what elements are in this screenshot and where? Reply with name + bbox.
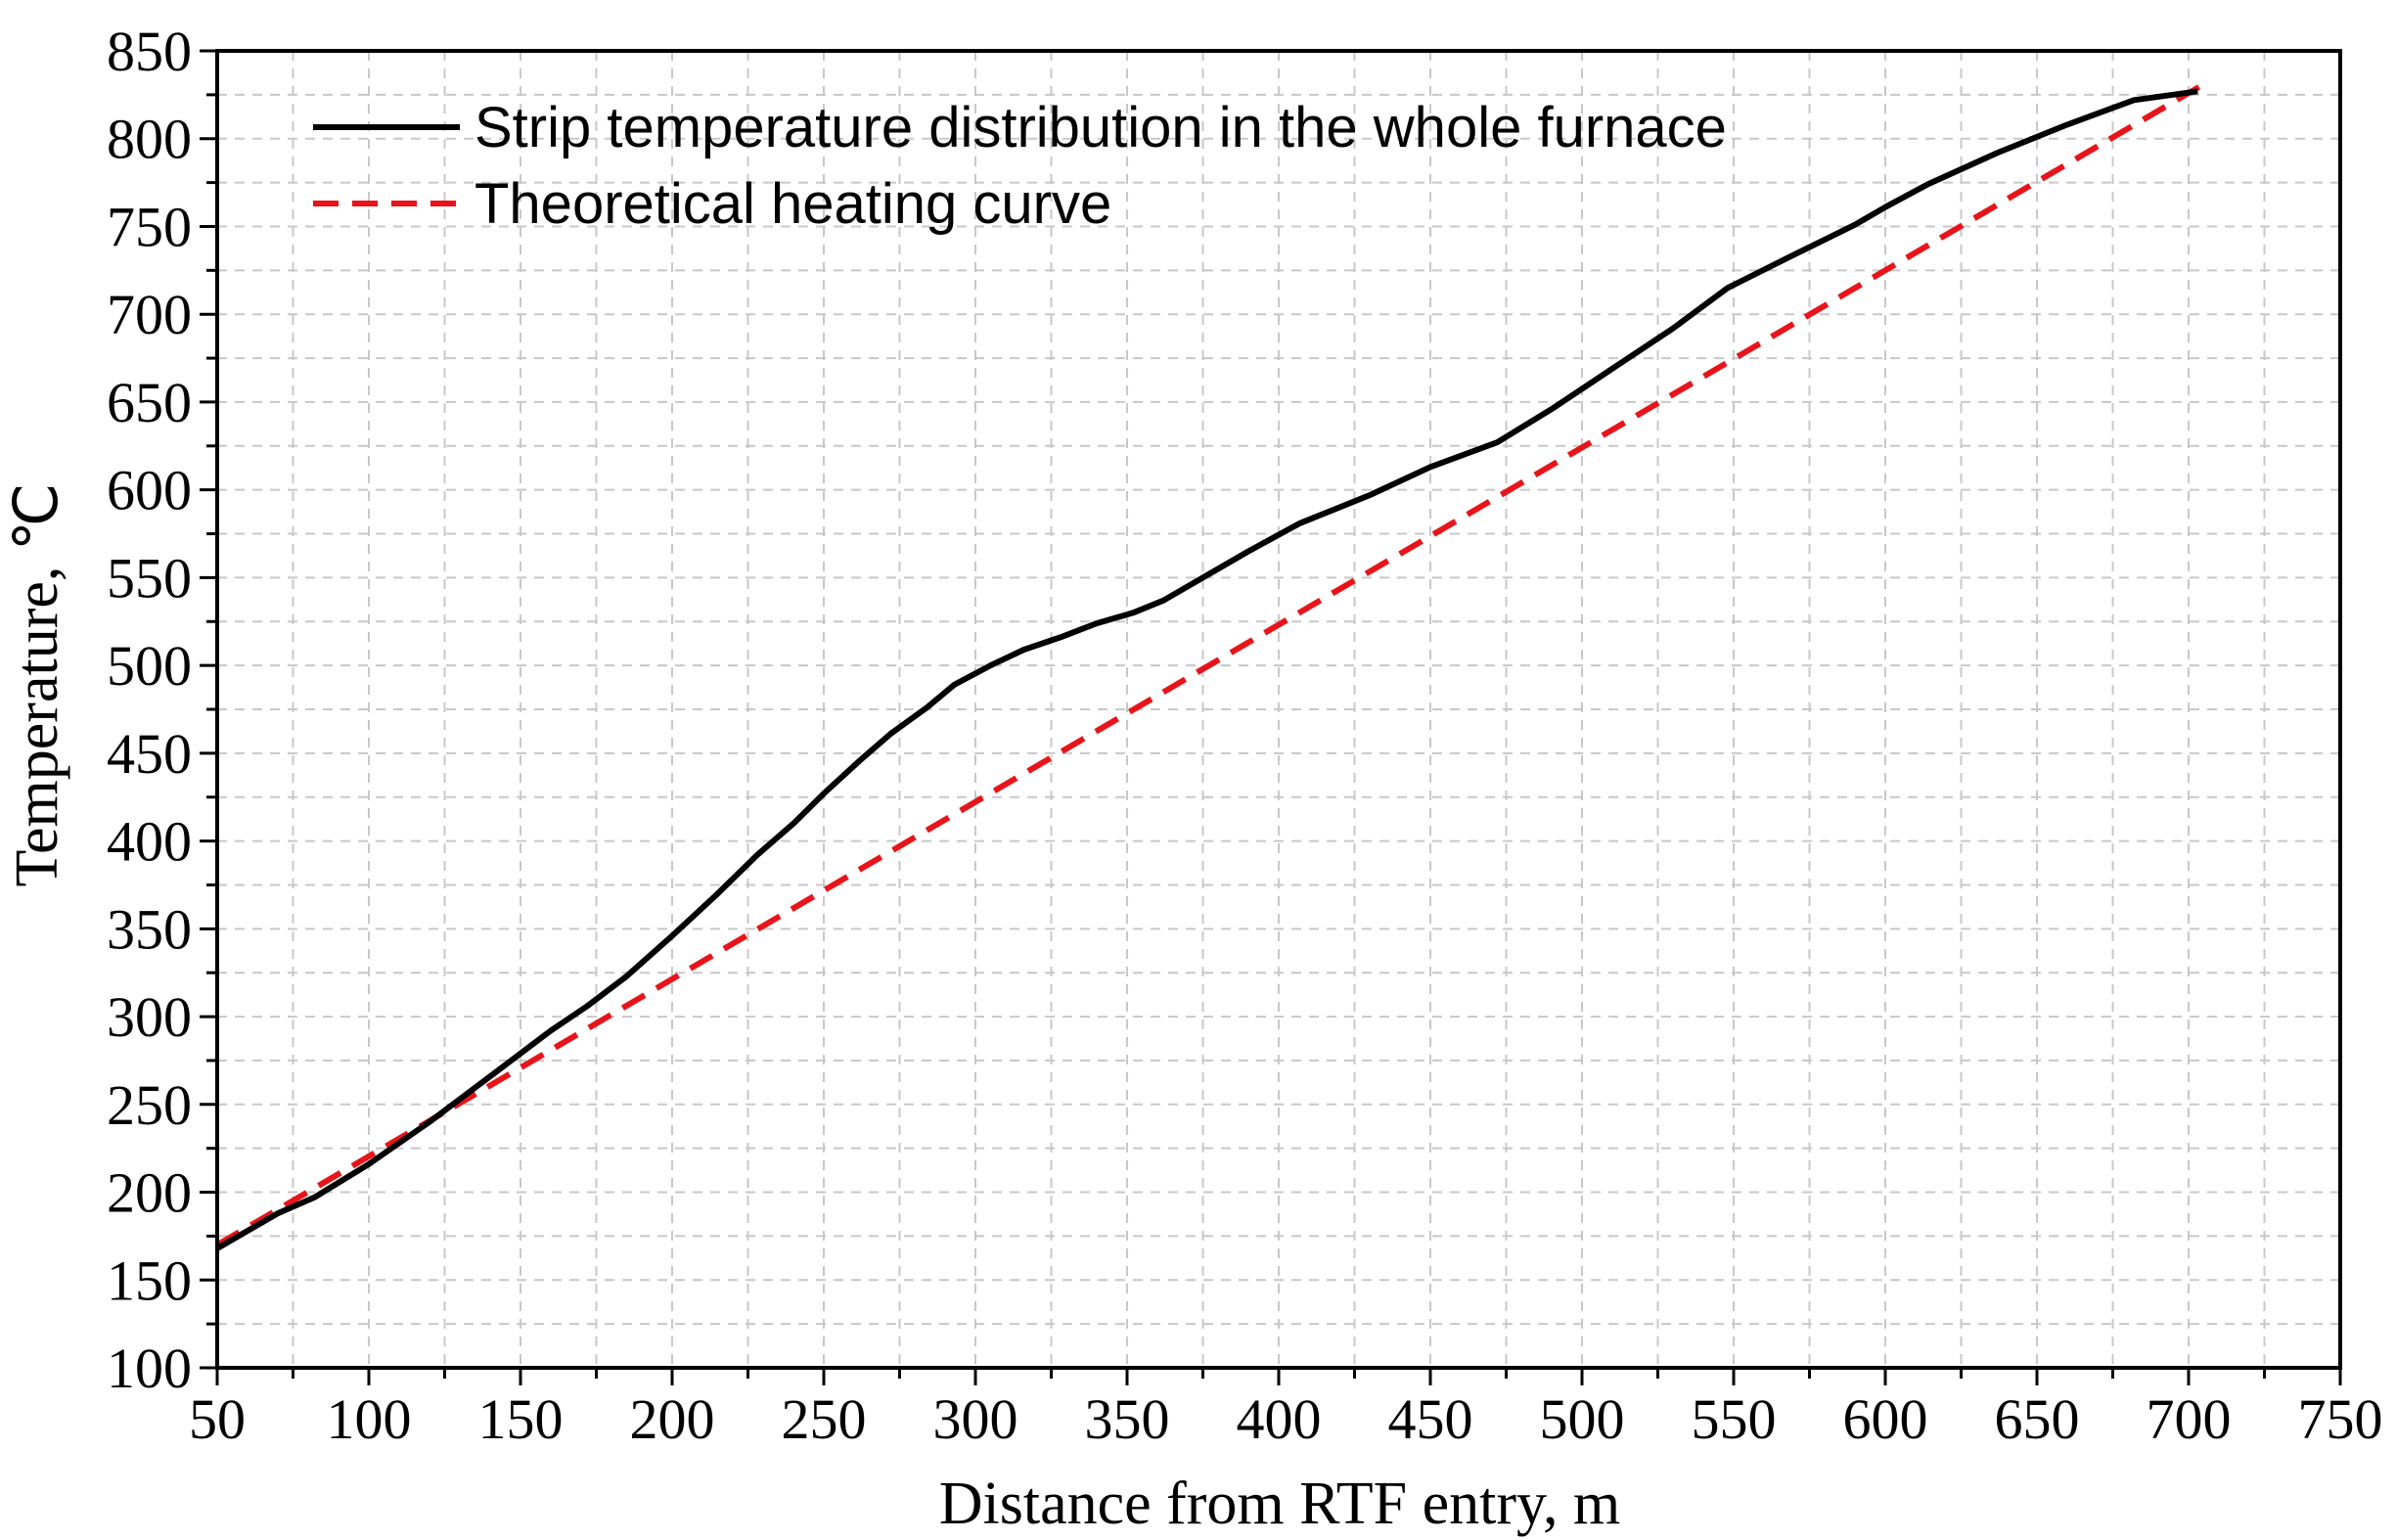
x-tick-label: 650 <box>1995 1387 2080 1451</box>
y-tick-label: 300 <box>107 985 192 1049</box>
y-tick-label: 550 <box>107 546 192 610</box>
y-tick-label: 500 <box>107 634 192 698</box>
legend-label-strip-temperature: Strip temperature distribution in the wh… <box>475 96 1727 159</box>
y-tick-label: 200 <box>107 1161 192 1225</box>
y-tick-label: 750 <box>107 195 192 258</box>
y-tick-label: 600 <box>107 459 192 522</box>
x-tick-label: 550 <box>1692 1387 1777 1451</box>
y-axis-title: Temperature, ℃ <box>4 483 70 887</box>
y-tick-label: 350 <box>107 897 192 961</box>
grid <box>217 51 2340 1368</box>
legend-label-theoretical-curve: Theoretical heating curve <box>475 172 1111 236</box>
y-tick-label: 800 <box>107 108 192 171</box>
y-tick-label: 100 <box>107 1336 192 1400</box>
x-tick-label: 250 <box>782 1387 867 1451</box>
x-tick-label: 600 <box>1843 1387 1928 1451</box>
series-line-theoretical-heating-curve <box>215 81 2206 1247</box>
x-tick-label: 150 <box>478 1387 564 1451</box>
y-tick-label: 450 <box>107 722 192 786</box>
x-tick-labels: 50 100 150 200 250 300 350 400 450 500 550 600 650 70… <box>189 1387 2383 1451</box>
x-tick-label: 500 <box>1540 1387 1625 1451</box>
series-layer <box>215 81 2206 1251</box>
y-tick-label: 150 <box>107 1248 192 1312</box>
y-tick-labels: 100 150 200 250 300 350 400 450 500 550 600 650 700 7… <box>107 20 192 1400</box>
x-tick-label: 200 <box>630 1387 715 1451</box>
series-line-strip-temperature-distribution-in-the-whole-furnace <box>215 88 2198 1251</box>
y-tick-label: 850 <box>107 20 192 83</box>
axis-ticks <box>200 49 2342 1385</box>
x-tick-label: 750 <box>2298 1387 2383 1451</box>
y-tick-label: 700 <box>107 283 192 346</box>
y-tick-label: 650 <box>107 371 192 434</box>
x-tick-label: 50 <box>189 1387 246 1451</box>
y-tick-label: 400 <box>107 810 192 874</box>
x-axis-title: Distance from RTF entry, m <box>939 1471 1621 1537</box>
y-tick-label: 250 <box>107 1073 192 1137</box>
x-tick-label: 350 <box>1085 1387 1170 1451</box>
x-tick-label: 700 <box>2147 1387 2232 1451</box>
x-tick-label: 100 <box>327 1387 412 1451</box>
x-tick-label: 400 <box>1237 1387 1322 1451</box>
x-tick-label: 300 <box>933 1387 1018 1451</box>
x-tick-label: 450 <box>1388 1387 1473 1451</box>
legend: Strip temperature distribution in the wh… <box>313 96 1727 236</box>
